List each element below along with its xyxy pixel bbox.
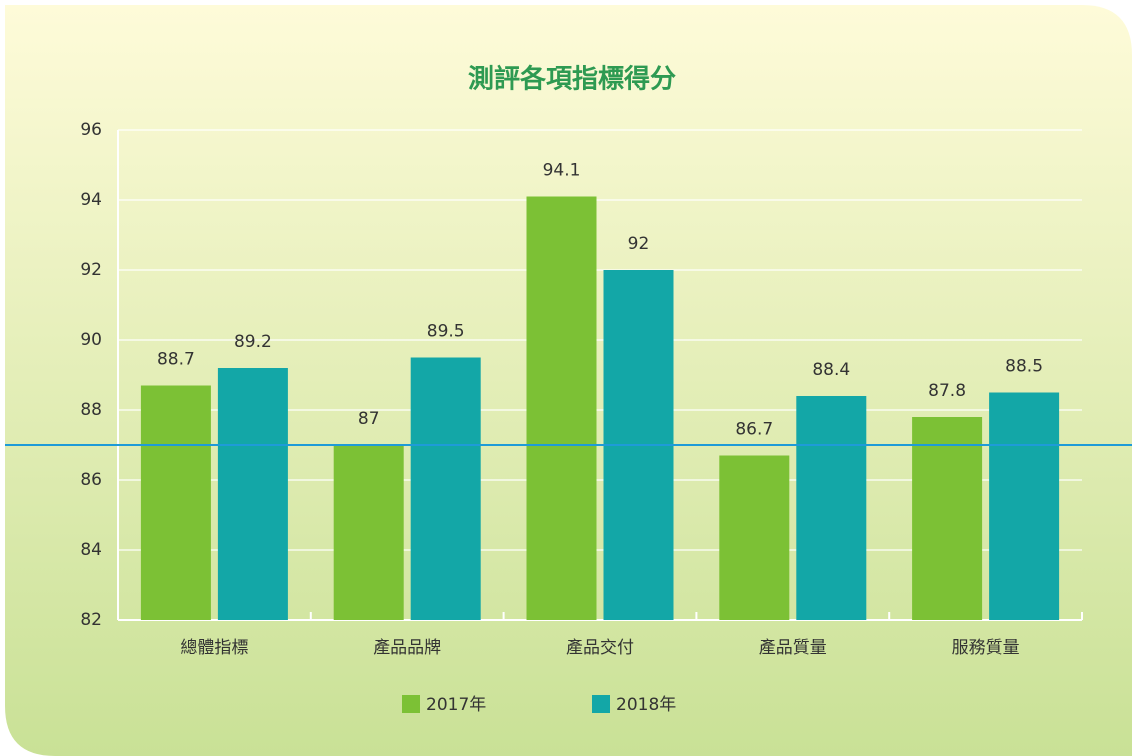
legend-label: 2017年 bbox=[426, 695, 486, 715]
bar bbox=[912, 417, 983, 620]
data-label: 89.5 bbox=[427, 322, 465, 342]
y-tick-label: 82 bbox=[80, 610, 102, 630]
bar bbox=[526, 196, 597, 620]
data-label: 92 bbox=[628, 234, 650, 254]
x-tick-label: 產品交付 bbox=[566, 638, 634, 658]
legend-swatch bbox=[402, 695, 420, 713]
legend-label: 2018年 bbox=[616, 695, 676, 715]
x-tick-label: 產品品牌 bbox=[373, 638, 441, 658]
x-tick-label: 服務質量 bbox=[952, 638, 1020, 658]
data-label: 89.2 bbox=[234, 332, 272, 352]
data-label: 87.8 bbox=[928, 381, 966, 401]
y-tick-label: 84 bbox=[80, 540, 102, 560]
y-tick-label: 96 bbox=[80, 120, 102, 140]
data-label: 86.7 bbox=[735, 420, 773, 440]
bar bbox=[989, 392, 1060, 620]
data-label: 88.7 bbox=[157, 350, 195, 370]
legend-swatch bbox=[592, 695, 610, 713]
x-tick-label: 產品質量 bbox=[759, 638, 827, 658]
data-label: 88.4 bbox=[812, 360, 850, 380]
y-tick-label: 86 bbox=[80, 470, 102, 490]
data-label: 94.1 bbox=[543, 161, 581, 181]
x-tick-label: 總體指標 bbox=[180, 638, 248, 658]
chart-title: 測評各項指標得分 bbox=[468, 64, 676, 95]
bar bbox=[410, 357, 481, 620]
bar bbox=[140, 385, 211, 620]
y-tick-label: 92 bbox=[80, 260, 102, 280]
bar bbox=[719, 455, 790, 620]
y-tick-label: 90 bbox=[80, 330, 102, 350]
bar bbox=[796, 396, 867, 620]
bar bbox=[333, 445, 404, 620]
data-label: 88.5 bbox=[1005, 357, 1043, 377]
y-tick-label: 94 bbox=[80, 190, 102, 210]
y-tick-label: 88 bbox=[80, 400, 102, 420]
data-label: 87 bbox=[358, 409, 380, 429]
bar bbox=[217, 368, 288, 620]
